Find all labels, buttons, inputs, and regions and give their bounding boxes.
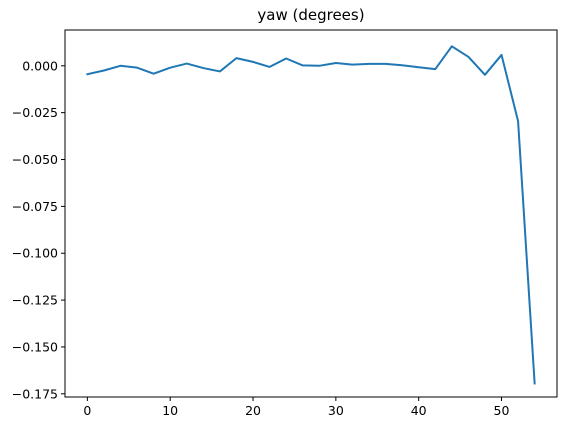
x-tick-label: 0 [83,403,91,418]
y-tick-label: −0.075 [12,199,58,214]
plot-area: 0 10 20 30 40 50 0.000 −0.025 −0.050 −0.075 −0.100… [12,45,536,418]
axes-frame [64,29,558,398]
y-tick-label: −0.175 [12,386,58,401]
x-tick-label: 10 [162,403,178,418]
y-tick-label: −0.100 [12,246,58,261]
x-tick-label: 20 [245,403,261,418]
series-line [86,45,536,385]
y-tick-label: −0.150 [12,339,58,354]
y-tick-label: −0.025 [12,105,58,120]
x-tick-label: 50 [494,403,510,418]
y-tick-label: −0.050 [12,152,58,167]
chart-title: yaw (degrees) [257,6,364,24]
x-tick-label: 30 [328,403,344,418]
x-tick-label: 40 [411,403,427,418]
y-tick-label: −0.125 [12,293,58,308]
y-tick-label: 0.000 [22,58,58,73]
